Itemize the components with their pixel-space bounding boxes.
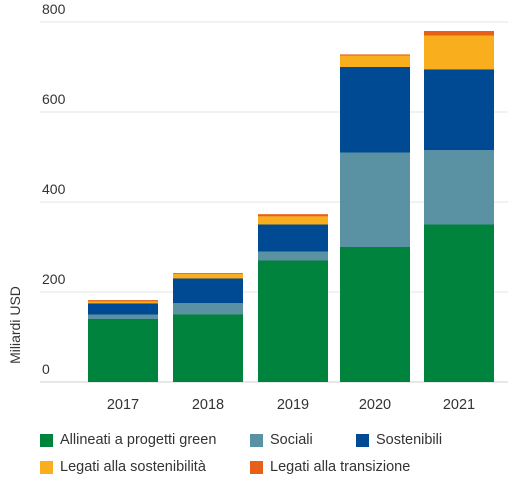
x-tick-label: 2017 <box>107 397 139 413</box>
y-tick-label: 0 <box>42 361 50 377</box>
bar-segment <box>424 69 494 151</box>
legend-label: Legati alla transizione <box>270 459 411 475</box>
bar-segment <box>424 150 494 225</box>
legend-item-legati-sostenibilita: Legati alla sostenibilità <box>40 459 206 475</box>
bar-segment <box>258 214 328 217</box>
bar-segment <box>173 314 243 382</box>
bar-segment <box>88 301 158 304</box>
y-tick-label: 200 <box>42 271 66 287</box>
bar-segment <box>258 251 328 261</box>
y-tick-label: 800 <box>42 1 66 17</box>
bar-segment <box>88 303 158 315</box>
bar-segment <box>424 31 494 36</box>
legend-swatch <box>40 460 53 474</box>
bar-segment <box>88 319 158 382</box>
x-tick-label: 2019 <box>277 397 309 413</box>
x-tick-label: 2021 <box>443 397 475 413</box>
legend-swatch <box>356 433 369 447</box>
legend-item-allineati: Allineati a progetti green <box>40 432 216 448</box>
bar-segment <box>424 224 494 382</box>
legend-item-legati-transizione: Legati alla transizione <box>250 459 410 475</box>
bar-segment <box>258 224 328 252</box>
bar-segment <box>258 216 328 225</box>
x-tick-label: 2020 <box>359 397 391 413</box>
bar-segment <box>258 260 328 382</box>
legend-label: Sociali <box>270 432 313 448</box>
legend-item-sociali: Sociali <box>250 432 313 448</box>
x-tick-labels: 2017 2018 2019 2020 2021 <box>107 397 475 413</box>
bar-segment <box>173 278 243 304</box>
y-tick-label: 400 <box>42 181 66 197</box>
x-tick-label: 2018 <box>192 397 224 413</box>
bar-segment <box>424 35 494 70</box>
bar-segment <box>173 273 243 274</box>
legend-swatch <box>250 433 263 447</box>
y-tick-labels: 0 200 400 600 800 <box>42 1 66 377</box>
legend-label: Sostenibili <box>376 432 443 448</box>
legend-label: Allineati a progetti green <box>60 432 217 448</box>
y-axis-label: Miliardi USD <box>7 286 23 364</box>
bar-segment <box>88 314 158 319</box>
legend-label: Legati alla sostenibilità <box>60 459 206 475</box>
bar-segment <box>173 303 243 315</box>
bar-segment <box>340 247 410 382</box>
y-tick-label: 600 <box>42 91 66 107</box>
bar-segment <box>88 300 158 302</box>
bars <box>88 31 494 382</box>
bar-segment <box>173 274 243 279</box>
bar-segment <box>340 55 410 67</box>
bar-segment <box>340 67 410 153</box>
bar-segment <box>340 54 410 56</box>
legend-item-sostenibili: Sostenibili <box>356 432 442 448</box>
legend-swatch <box>250 460 263 474</box>
legend-swatch <box>40 433 53 447</box>
chart-plot: 0 200 400 600 800 2017 2018 2019 2020 2021 Milia… <box>7 1 508 413</box>
bar-segment <box>340 152 410 247</box>
